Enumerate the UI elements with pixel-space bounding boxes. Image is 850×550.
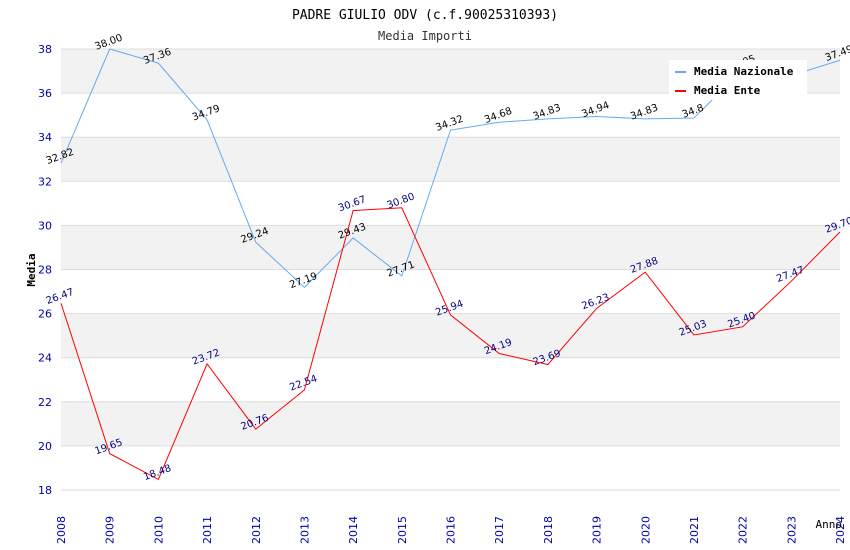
x-tick-label: 2008 <box>55 516 68 544</box>
x-tick-label: 2011 <box>201 516 214 544</box>
plot-band <box>61 313 840 358</box>
x-tick-label: 2024 <box>834 516 847 544</box>
x-tick-label: 2010 <box>152 516 165 544</box>
plot-band <box>61 269 840 314</box>
legend-label-ente: Media Ente <box>694 84 761 97</box>
y-tick-label: 20 <box>38 440 52 453</box>
x-tick-label: 2022 <box>737 516 750 544</box>
grid-lines <box>61 48 840 491</box>
chart-subtitle: Media Importi <box>378 29 472 43</box>
y-axis-label: Media <box>25 253 38 286</box>
y-tick-label: 24 <box>38 352 52 365</box>
y-tick-label: 28 <box>38 264 52 277</box>
y-tick-label: 26 <box>38 308 52 321</box>
series-line <box>60 48 841 289</box>
legend-label-nazionale: Media Nazionale <box>694 65 794 78</box>
y-tick-label: 38 <box>38 43 52 56</box>
plot-band <box>61 445 840 490</box>
chart-title: PADRE GIULIO ODV (c.f.90025310393) <box>292 8 558 23</box>
x-tick-labels: 2008 2009 2010 2011 2012 2013 2014 2015 2016 2017… <box>55 516 847 544</box>
x-tick-label: 2018 <box>542 516 555 544</box>
x-tick-label: 2013 <box>298 516 311 544</box>
plot-band <box>61 357 840 402</box>
x-tick-label: 2016 <box>445 516 458 544</box>
plot-band <box>61 181 840 226</box>
y-tick-label: 22 <box>38 396 52 409</box>
plot-bands <box>61 49 840 490</box>
x-tick-label: 2012 <box>250 516 263 544</box>
x-tick-label: 2023 <box>785 516 798 544</box>
y-tick-label: 36 <box>38 87 52 100</box>
x-tick-label: 2015 <box>396 516 409 544</box>
x-tick-label: 2021 <box>688 516 701 544</box>
x-tick-label: 2009 <box>104 516 117 544</box>
y-tick-label: 30 <box>38 219 52 232</box>
x-tick-label: 2017 <box>493 516 506 544</box>
x-tick-label: 2020 <box>639 516 652 544</box>
x-tick-label: 2019 <box>591 516 604 544</box>
legend: Media Nazionale Media Ente <box>669 60 807 100</box>
plot-band <box>61 137 840 182</box>
plot-band <box>61 401 840 446</box>
series-line <box>60 207 841 481</box>
y-tick-label: 18 <box>38 484 52 497</box>
y-tick-label: 32 <box>38 175 52 188</box>
x-tick-label: 2014 <box>347 516 360 544</box>
y-tick-labels: 18 20 22 24 26 28 30 32 34 36 38 <box>38 43 52 497</box>
plot-band <box>61 225 840 270</box>
y-tick-label: 34 <box>38 131 52 144</box>
legend-box <box>669 60 807 100</box>
x-axis-label: Anno <box>816 518 843 531</box>
series-lines <box>60 48 841 481</box>
